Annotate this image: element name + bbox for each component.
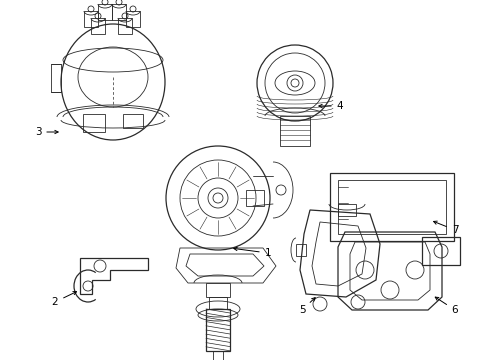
Text: 7: 7 [433, 221, 457, 235]
Bar [51, 64, 61, 92]
Text: 3: 3 [35, 127, 58, 137]
Bar [205, 283, 229, 297]
Text: 6: 6 [434, 297, 457, 315]
Text: 5: 5 [298, 298, 315, 315]
Bar [208, 297, 226, 309]
Bar [295, 244, 305, 256]
Bar [337, 180, 445, 234]
Bar [118, 18, 132, 34]
Bar [112, 4, 126, 20]
Bar [421, 237, 459, 265]
Bar [329, 173, 453, 241]
Bar [91, 18, 105, 34]
Bar [213, 351, 223, 360]
Bar [337, 204, 355, 216]
Bar [280, 116, 309, 146]
Bar [84, 11, 98, 27]
Text: 4: 4 [318, 101, 343, 111]
Bar [245, 190, 264, 206]
Bar [83, 114, 105, 132]
Bar [98, 4, 112, 20]
Bar [126, 11, 140, 27]
Bar [205, 309, 229, 351]
Bar [123, 114, 142, 128]
Text: 2: 2 [52, 292, 76, 307]
Text: 1: 1 [233, 247, 271, 258]
